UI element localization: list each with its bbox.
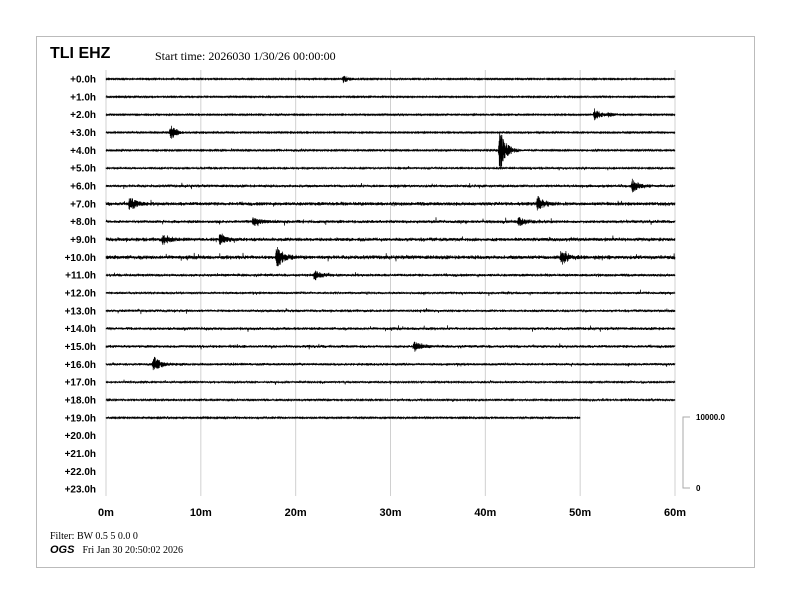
- seismic-trace-row: [105, 307, 676, 315]
- start-time: Start time: 2026030 1/30/26 00:00:00: [155, 49, 336, 63]
- row-label: +11.0h: [65, 271, 96, 282]
- seismic-trace-row: [105, 246, 676, 267]
- row-label: +19.0h: [65, 413, 96, 424]
- seismic-trace-row: [105, 132, 676, 170]
- filter-info: Filter: BW 0.5 5 0.0 0: [50, 531, 138, 542]
- row-label: +22.0h: [65, 467, 96, 478]
- row-label: +16.0h: [65, 360, 96, 371]
- seismic-trace-row: [105, 125, 676, 139]
- row-label: +4.0h: [70, 146, 96, 157]
- row-label: +2.0h: [70, 110, 96, 121]
- x-tick-label: 10m: [190, 507, 212, 519]
- row-label: +9.0h: [70, 235, 96, 246]
- seismic-trace-row: [105, 397, 676, 403]
- seismic-trace-row: [105, 233, 676, 245]
- seismic-trace-row: [105, 75, 676, 84]
- x-tick-label: 40m: [474, 507, 496, 519]
- scale-min-label: 0: [696, 484, 701, 493]
- plot-frame: [36, 36, 755, 568]
- row-label: +7.0h: [70, 199, 96, 210]
- org-logo: OGS: [50, 544, 75, 556]
- seismic-trace-row: [105, 94, 676, 99]
- row-label: +3.0h: [70, 128, 96, 139]
- row-label: +0.0h: [70, 75, 96, 86]
- row-label: +20.0h: [65, 431, 96, 442]
- seismic-trace-row: [105, 196, 676, 211]
- scale-max-label: 10000.0: [696, 413, 725, 422]
- row-label: +23.0h: [65, 485, 96, 496]
- seismic-trace-row: [105, 356, 676, 371]
- seismic-trace-row: [105, 341, 676, 352]
- row-label: +1.0h: [70, 92, 96, 103]
- row-label: +13.0h: [65, 306, 96, 317]
- row-label: +14.0h: [65, 324, 96, 335]
- x-tick-label: 60m: [664, 507, 686, 519]
- x-tick-label: 30m: [379, 507, 401, 519]
- row-label: +5.0h: [70, 164, 96, 175]
- row-label: +15.0h: [65, 342, 96, 353]
- seismic-trace-row: [105, 379, 676, 385]
- row-label: +21.0h: [65, 449, 96, 460]
- seismic-trace-row: [105, 165, 676, 171]
- x-tick-label: 20m: [285, 507, 307, 519]
- seismic-trace-row: [105, 178, 676, 193]
- seismic-trace-row: [105, 415, 581, 420]
- row-label: +17.0h: [65, 378, 96, 389]
- seismic-trace-row: [105, 217, 676, 227]
- generated-timestamp: Fri Jan 30 20:50:02 2026: [82, 545, 184, 556]
- row-label: +6.0h: [70, 181, 96, 192]
- footer-line: OGS Fri Jan 30 20:50:02 2026: [50, 544, 183, 556]
- seismic-trace-row: [105, 108, 676, 121]
- row-label: +18.0h: [65, 395, 96, 406]
- x-tick-label: 50m: [569, 507, 591, 519]
- row-label: +10.0h: [65, 253, 96, 264]
- seismic-trace-row: [105, 270, 676, 281]
- row-label: +12.0h: [65, 288, 96, 299]
- x-tick-label: 0m: [98, 507, 114, 519]
- seismic-trace-row: [105, 325, 676, 332]
- seismic-trace-row: [105, 289, 676, 297]
- amplitude-scale-bar: [682, 416, 690, 489]
- row-label: +8.0h: [70, 217, 96, 228]
- station-title: TLI EHZ: [50, 45, 111, 62]
